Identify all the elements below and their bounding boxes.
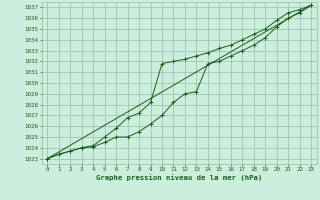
X-axis label: Graphe pression niveau de la mer (hPa): Graphe pression niveau de la mer (hPa) [96,174,262,181]
